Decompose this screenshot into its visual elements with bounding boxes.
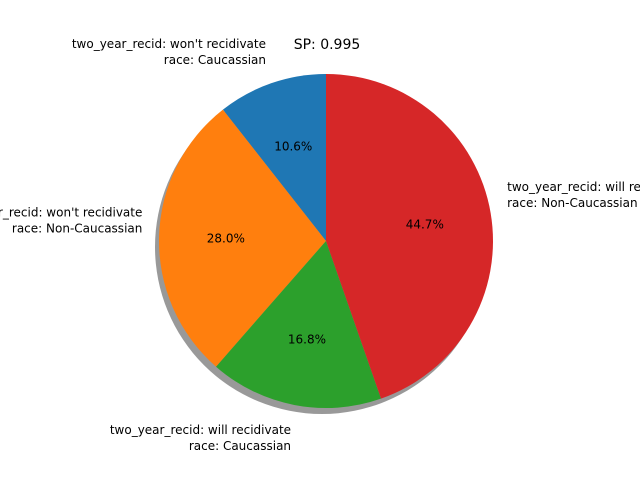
pie-slice-label-line: two_year_recid: will recidivate [507, 180, 640, 194]
pie-slice-label-line: race: Non-Caucassian [507, 196, 637, 210]
pie-percent-labels: 10.6% 28.0% 16.8% 44.7% [207, 139, 444, 346]
pie-percent-label-1: 10.6% [274, 139, 312, 153]
pie-slice-label-1: two_year_recid: won't recidivate race: Ca… [72, 37, 266, 67]
pie-percent-label-2: 28.0% [207, 231, 245, 245]
pie-percent-label-3: 16.8% [288, 332, 326, 346]
pie-slice-4 [326, 74, 494, 399]
pie-slice-label-line: race: Non-Caucassian [12, 222, 142, 236]
pie-slice-3 [216, 241, 382, 409]
pie-slice-label-3: two_year_recid: will recidivate race: Cau… [110, 423, 291, 453]
pie-slice-2 [159, 109, 326, 367]
pie-slice-label-line: race: Caucassian [189, 439, 291, 453]
pie-slice-label-line: race: Caucassian [164, 53, 266, 67]
pie-slice-label-4: two_year_recid: will recidivate race: Non… [507, 180, 640, 210]
pie-slice-label-line: two_year_recid: won't recidivate [0, 206, 142, 220]
pie-slice-label-line: two_year_recid: will recidivate [110, 423, 291, 437]
pie-percent-label-4: 44.7% [406, 217, 444, 231]
pie-slice-1 [222, 74, 326, 241]
chart-title: SP: 0.995 [294, 37, 361, 53]
pie-slice-labels: two_year_recid: won't recidivate race: Ca… [0, 37, 640, 453]
pie-slice-label-2: two_year_recid: won't recidivate race: No… [0, 206, 142, 236]
pie-slice-label-line: two_year_recid: won't recidivate [72, 37, 266, 51]
pie-slices [159, 74, 494, 409]
